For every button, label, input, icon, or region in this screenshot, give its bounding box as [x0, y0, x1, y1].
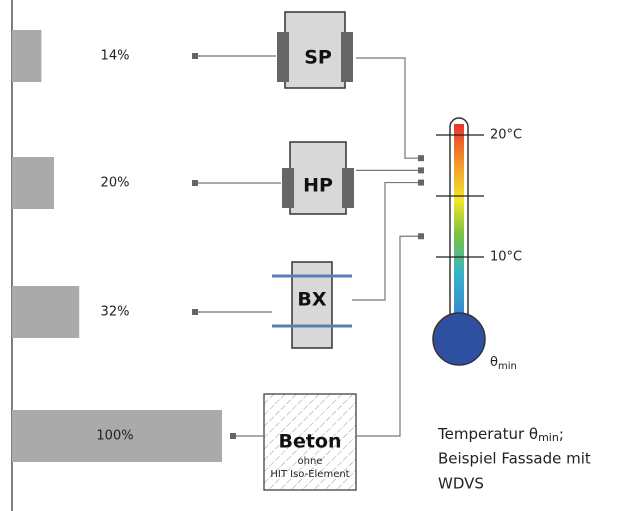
thermometer-label: θmin — [490, 355, 517, 373]
sp-icon: SP — [277, 12, 353, 88]
connector — [357, 236, 420, 436]
icon-label: SP — [304, 47, 332, 69]
caption-line: WDVS — [438, 475, 484, 493]
connector-end — [230, 433, 236, 439]
value-label: 14% — [101, 49, 130, 64]
diagram: SP HP BX Beton ohne HIT Iso-Element θmin… — [0, 0, 624, 511]
tick-label: 20°C — [490, 128, 522, 143]
connector-end — [192, 53, 198, 59]
symbol: θ — [490, 355, 498, 370]
beton-icon: Beton ohne HIT Iso-Element — [264, 394, 356, 490]
thermometer-fill — [454, 124, 464, 324]
value-label: 20% — [101, 176, 130, 191]
caption-text: Temperatur θ — [437, 425, 538, 443]
thermometer-bulb — [433, 313, 485, 365]
value-label: 100% — [96, 429, 133, 444]
temperature-marker — [418, 233, 424, 239]
caption-text: ; — [559, 425, 564, 443]
icon-sublabel: HIT Iso-Element — [270, 469, 349, 480]
tick-label: 10°C — [490, 250, 522, 265]
connector-end — [192, 180, 198, 186]
caption-line: Beispiel Fassade mit — [438, 450, 591, 468]
caption: Temperatur θmin; — [437, 425, 564, 445]
temperature-marker — [418, 155, 424, 161]
icon-label: HP — [303, 175, 333, 197]
icon-label: BX — [297, 289, 326, 311]
connector — [356, 58, 420, 158]
bar — [12, 30, 41, 82]
caption-subscript: min — [538, 431, 559, 444]
value-label: 32% — [101, 305, 130, 320]
bar — [12, 157, 54, 209]
temperature-marker — [418, 180, 424, 186]
subscript: min — [498, 361, 517, 372]
connector-end — [192, 309, 198, 315]
temperature-marker — [418, 167, 424, 173]
icon-sublabel: ohne — [298, 456, 323, 467]
bx-icon: BX — [272, 262, 352, 348]
connector — [352, 183, 420, 300]
hp-icon: HP — [282, 142, 354, 214]
bar — [12, 286, 79, 338]
icon-label: Beton — [278, 431, 341, 453]
